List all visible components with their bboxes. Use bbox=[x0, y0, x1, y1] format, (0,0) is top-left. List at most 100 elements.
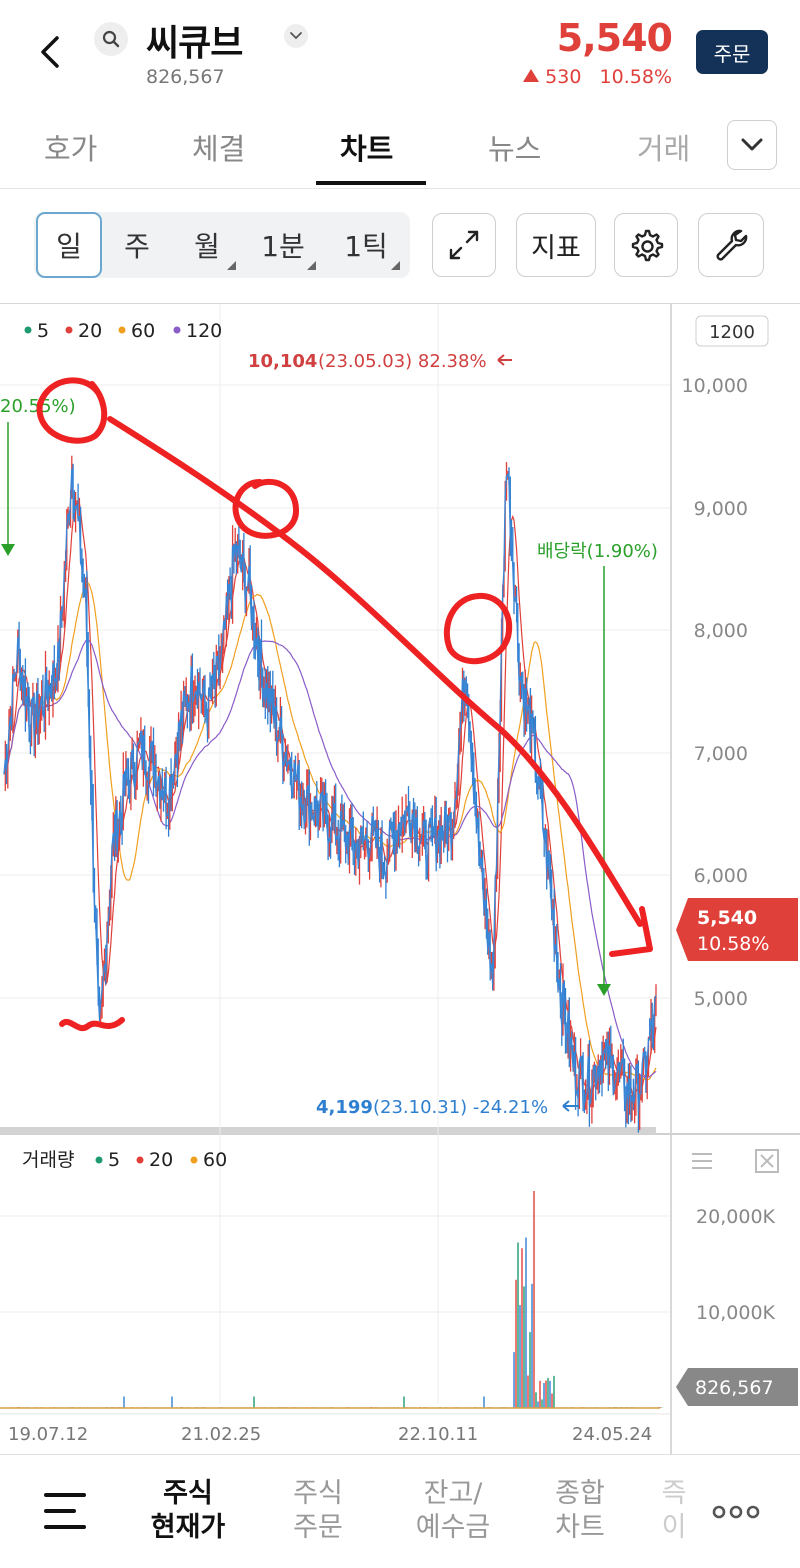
price-change: 530 10.58% bbox=[523, 66, 672, 88]
tab-chart[interactable]: 차트 bbox=[340, 132, 394, 166]
volume-close-icon[interactable] bbox=[755, 1149, 779, 1173]
low-annotation: 4,199 (23.10.31) -24.21% bbox=[316, 1097, 579, 1118]
menu-button[interactable] bbox=[44, 1491, 88, 1531]
legend-dot-120 bbox=[173, 326, 181, 334]
circle-annotation bbox=[36, 377, 108, 444]
volume-legend-20: 20 bbox=[149, 1149, 173, 1171]
x-axis: 19.07.12 21.02.25 22.10.11 24.05.24 bbox=[8, 1424, 652, 1445]
period-count: 1200 bbox=[709, 322, 755, 343]
tab-news[interactable]: 뉴스 bbox=[488, 132, 542, 166]
tabs-more-button[interactable] bbox=[727, 120, 777, 170]
trend-arrow-line bbox=[107, 416, 643, 927]
legend-dot-60 bbox=[190, 1156, 198, 1164]
volume-series bbox=[3, 1191, 663, 1408]
badge-price: 5,540 bbox=[697, 907, 757, 929]
period-month-label: 월 bbox=[194, 230, 220, 263]
indicator-button[interactable]: 지표 bbox=[516, 213, 596, 277]
period-count-box[interactable] bbox=[695, 315, 769, 347]
y-tick: 7,000 bbox=[694, 743, 748, 765]
tab-hoga[interactable]: 호가 bbox=[44, 132, 98, 166]
chart-area[interactable]: 5 20 60 120 1200 10,000 9,000 8,000 7,00… bbox=[0, 303, 800, 1454]
nav-stock-current-price[interactable]: 주식 현재가 bbox=[150, 1478, 226, 1543]
price-line bbox=[3, 468, 657, 1113]
tab-trade[interactable]: 거래 bbox=[637, 132, 691, 166]
current-price: 5,540 bbox=[556, 16, 673, 60]
settings-button[interactable] bbox=[614, 213, 678, 277]
volume-legend-60: 60 bbox=[203, 1149, 227, 1171]
ma-120-line bbox=[3, 639, 657, 1079]
legend-dot-5 bbox=[24, 326, 32, 334]
wrench-icon bbox=[716, 229, 748, 261]
y-tick: 8,000 bbox=[694, 620, 748, 642]
squiggle-annotation bbox=[59, 1017, 125, 1031]
y-tick: 6,000 bbox=[694, 865, 748, 887]
y-tick: 10,000 bbox=[682, 375, 748, 397]
period-day-button[interactable]: 일 bbox=[36, 212, 102, 278]
low-arrow-icon bbox=[562, 1100, 579, 1112]
tools-button[interactable] bbox=[698, 213, 764, 277]
legend-dot-20 bbox=[136, 1156, 144, 1164]
x-tick: 24.05.24 bbox=[572, 1424, 652, 1445]
price-y-axis: 10,000 9,000 8,000 7,000 6,000 5,000 bbox=[682, 375, 748, 1010]
ma-60-line bbox=[3, 582, 657, 1081]
back-button[interactable] bbox=[30, 24, 70, 80]
fullscreen-button[interactable] bbox=[432, 213, 496, 277]
main-tabs: 호가 체결 차트 뉴스 거래 bbox=[0, 110, 800, 189]
volume-menu-icon[interactable] bbox=[692, 1153, 712, 1169]
low-price: 4,199 bbox=[316, 1097, 373, 1118]
legend-60: 60 bbox=[131, 320, 155, 342]
nav-stock-order[interactable]: 주식 주문 bbox=[293, 1478, 343, 1543]
high-price: 10,104 bbox=[248, 351, 317, 372]
up-triangle-icon bbox=[523, 69, 540, 82]
period-week-button[interactable]: 주 bbox=[124, 230, 150, 263]
nav-balance-deposit[interactable]: 잔고/ 예수금 bbox=[415, 1478, 491, 1543]
change-amount: 530 bbox=[545, 66, 582, 88]
high-arrow-icon bbox=[497, 354, 512, 366]
hand-drawn-annotations bbox=[36, 377, 653, 1031]
nav-combined-chart[interactable]: 종합 차트 bbox=[555, 1478, 605, 1543]
current-price-badge bbox=[676, 898, 798, 961]
high-annotation: 10,104 (23.05.03) 82.38% bbox=[248, 351, 512, 372]
chart-scrollbar[interactable] bbox=[0, 1127, 656, 1134]
chevron-down-icon bbox=[741, 138, 763, 151]
volume-y-axis: 20,000K 10,000K bbox=[696, 1206, 775, 1324]
stock-chart[interactable]: 5 20 60 120 1200 10,000 9,000 8,000 7,00… bbox=[0, 304, 800, 1454]
nav-more-item[interactable]: 즉 이 bbox=[661, 1478, 687, 1543]
legend-5: 5 bbox=[37, 320, 49, 342]
search-button[interactable] bbox=[94, 22, 128, 56]
trade-volume: 826,567 bbox=[146, 66, 225, 88]
x-tick: 21.02.25 bbox=[181, 1424, 261, 1445]
search-icon bbox=[102, 30, 120, 48]
dividend-marker-triangle bbox=[597, 984, 611, 996]
legend-dot-60 bbox=[118, 326, 126, 334]
volume-legend-5: 5 bbox=[108, 1149, 120, 1171]
chevron-left-icon bbox=[41, 36, 59, 68]
volume-legend: 거래량 5 20 60 bbox=[22, 1149, 227, 1171]
period-selector: 일 주 월 1분 1틱 bbox=[34, 212, 410, 278]
circle-annotation bbox=[232, 479, 300, 539]
period-tick-button[interactable]: 1틱 bbox=[328, 212, 404, 278]
corner-arrow-icon bbox=[307, 261, 316, 270]
corner-arrow-icon bbox=[391, 261, 400, 270]
volume-y-tick: 20,000K bbox=[696, 1206, 775, 1228]
bottom-navigation: 주식 현재가 주식 주문 잔고/ 예수금 종합 차트 즉 이 bbox=[0, 1454, 800, 1568]
stock-dropdown-button[interactable] bbox=[284, 24, 308, 48]
period-minute-button[interactable]: 1분 bbox=[246, 212, 320, 278]
dividend-label: 배당락(1.90%) bbox=[537, 541, 658, 562]
price-legend: 5 20 60 120 bbox=[24, 320, 222, 342]
stock-name[interactable]: 씨큐브 bbox=[146, 23, 243, 64]
circle-annotation bbox=[443, 592, 513, 665]
more-button[interactable] bbox=[712, 1505, 760, 1519]
legend-dot-5 bbox=[95, 1156, 103, 1164]
chevron-down-icon bbox=[290, 32, 302, 40]
legend-dot-20 bbox=[65, 326, 73, 334]
period-month-button[interactable]: 월 bbox=[174, 212, 240, 278]
current-volume-badge bbox=[676, 1368, 798, 1406]
badge-change: 10.58% bbox=[697, 933, 769, 955]
left-marker-triangle bbox=[1, 544, 15, 556]
price-gridlines bbox=[0, 304, 670, 1404]
tab-execution[interactable]: 체결 bbox=[192, 132, 246, 166]
volume-legend-title: 거래량 bbox=[22, 1149, 74, 1171]
order-button[interactable]: 주문 bbox=[696, 30, 768, 74]
more-dots-icon bbox=[712, 1505, 760, 1519]
